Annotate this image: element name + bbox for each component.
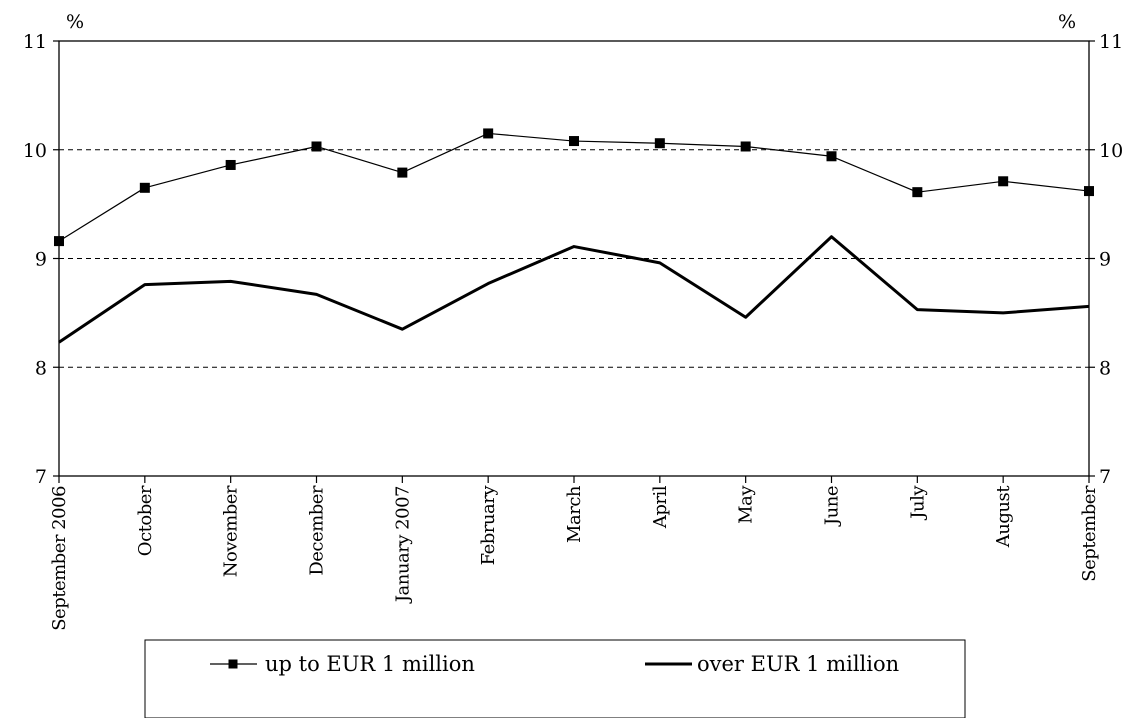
x-axis-ticks: September 2006 October November December Jan… — [49, 476, 1100, 631]
x-tick-label-10: July — [907, 485, 928, 521]
data-point-series0-5 — [483, 128, 494, 139]
x-tick-label-2: November — [221, 485, 242, 577]
data-point-series0-6 — [569, 136, 579, 147]
y-axis-ticks: 7 7 8 8 9 9 10 10 11 11 — [23, 31, 1123, 488]
series — [54, 128, 1094, 344]
y-tick-label-right-9: 9 — [1099, 249, 1111, 271]
x-tick-label-8: May — [736, 485, 757, 524]
series-line-1 — [58, 235, 1090, 344]
data-point-series0-12 — [1084, 186, 1094, 197]
data-point-series0-3 — [311, 141, 322, 152]
x-tick-label-12: September — [1079, 485, 1100, 582]
y-tick-label-right-10: 10 — [1099, 140, 1123, 162]
x-tick-label-1: October — [135, 485, 156, 556]
data-point-series0-9 — [826, 151, 837, 162]
data-point-series0-11 — [998, 176, 1009, 187]
x-tick-label-11: August — [993, 485, 1014, 548]
legend: up to EUR 1 million over EUR 1 million — [144, 639, 966, 718]
y-axis-unit-left: % — [66, 11, 84, 33]
data-point-series0-10 — [912, 187, 923, 198]
gridlines — [59, 149, 1089, 368]
y-tick-label-left-7: 7 — [35, 466, 47, 488]
data-point-series0-4 — [397, 167, 408, 178]
legend-label-up-to: up to EUR 1 million — [265, 652, 475, 676]
x-tick-label-5: February — [478, 485, 499, 566]
y-tick-label-right-7: 7 — [1099, 466, 1111, 488]
y-tick-label-right-8: 8 — [1099, 357, 1111, 379]
x-tick-label-3: December — [307, 485, 328, 576]
legend-label-over: over EUR 1 million — [697, 652, 899, 676]
legend-frame — [144, 639, 966, 718]
data-point-series0-0 — [54, 236, 64, 247]
data-point-series0-8 — [740, 141, 751, 152]
y-tick-label-left-8: 8 — [35, 357, 47, 379]
x-tick-label-6: March — [564, 485, 585, 543]
legend-marker-square-icon — [228, 659, 238, 669]
x-tick-label-9: June — [822, 486, 843, 527]
y-tick-label-right-11: 11 — [1099, 31, 1123, 53]
data-point-series0-2 — [225, 159, 236, 170]
x-tick-label-0: September 2006 — [49, 486, 70, 631]
y-tick-label-left-9: 9 — [35, 249, 47, 271]
y-axis-unit-right: % — [1058, 11, 1076, 33]
y-tick-label-left-10: 10 — [23, 140, 47, 162]
x-tick-label-4: January 2007 — [392, 486, 413, 604]
y-tick-label-left-11: 11 — [23, 31, 47, 53]
x-tick-label-7: April — [650, 485, 671, 529]
data-point-series0-1 — [139, 182, 150, 193]
data-point-series0-7 — [654, 138, 665, 149]
